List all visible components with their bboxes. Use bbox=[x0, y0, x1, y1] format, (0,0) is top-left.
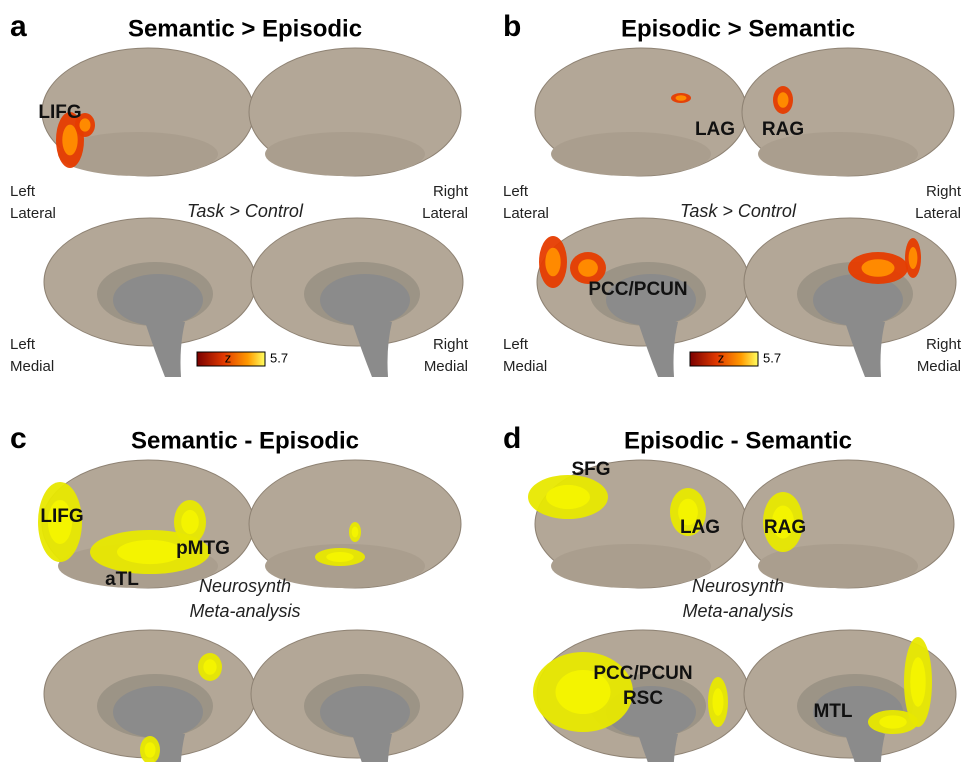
view-label: Right bbox=[433, 336, 469, 353]
region-label: PCC/PCUN bbox=[593, 663, 692, 684]
region-label: RAG bbox=[762, 119, 804, 140]
view-label: Left bbox=[503, 183, 529, 200]
activation-core bbox=[62, 125, 77, 156]
region-label: MTL bbox=[813, 701, 852, 722]
view-label: Left bbox=[503, 336, 529, 353]
colorbar-label: z bbox=[718, 350, 725, 365]
colorbar-label: z bbox=[225, 350, 232, 365]
subtitle: Meta-analysis bbox=[189, 601, 300, 621]
panel: b Episodic > Semantic LAG RAG PCC/PCUN Task >… bbox=[503, 10, 962, 377]
temporal-lobe bbox=[551, 132, 711, 176]
panel-title: Episodic - Semantic bbox=[624, 427, 852, 454]
activation-core bbox=[909, 247, 918, 269]
activation-core bbox=[203, 659, 216, 674]
activation-core bbox=[352, 527, 359, 538]
activation-core bbox=[145, 742, 156, 757]
activation-core bbox=[545, 248, 560, 277]
subtitle: Neurosynth bbox=[692, 576, 784, 596]
figure: a Semantic > Episodic LIFG Task > Control Le… bbox=[0, 0, 965, 762]
activation-core bbox=[713, 688, 724, 716]
view-label: Lateral bbox=[422, 205, 468, 222]
activation-core bbox=[546, 485, 590, 509]
region-label: PCC/PCUN bbox=[588, 279, 687, 300]
subtitle: Neurosynth bbox=[199, 576, 291, 596]
brainstem bbox=[638, 322, 678, 377]
view-label: Lateral bbox=[503, 205, 549, 222]
region-label: LIFG bbox=[40, 506, 83, 527]
view-label: Left bbox=[10, 336, 36, 353]
subtitle: Task > Control bbox=[187, 201, 304, 221]
region-label: RSC bbox=[623, 688, 663, 709]
subcortex bbox=[320, 686, 410, 738]
activation-core bbox=[910, 657, 925, 707]
colorbar-max: 5.7 bbox=[763, 350, 781, 365]
region-label: SFG bbox=[571, 459, 610, 480]
activation-core bbox=[879, 715, 907, 728]
subcortex bbox=[113, 274, 203, 326]
view-label: Medial bbox=[503, 358, 547, 375]
region-label: LAG bbox=[695, 119, 735, 140]
temporal-lobe bbox=[551, 544, 711, 588]
activation-core bbox=[326, 552, 354, 562]
colorbar-max: 5.7 bbox=[270, 350, 288, 365]
activation-core bbox=[181, 510, 199, 534]
panel-letter: d bbox=[503, 422, 521, 455]
subcortex bbox=[320, 274, 410, 326]
view-label: Medial bbox=[10, 358, 54, 375]
view-label: Lateral bbox=[915, 205, 961, 222]
activation-core bbox=[676, 95, 687, 101]
view-label: Medial bbox=[917, 358, 961, 375]
panel: a Semantic > Episodic LIFG Task > Control Le… bbox=[10, 10, 469, 377]
region-label: RAG bbox=[764, 517, 806, 538]
subtitle: Meta-analysis bbox=[682, 601, 793, 621]
view-label: Medial bbox=[424, 358, 468, 375]
brainstem bbox=[845, 322, 885, 377]
view-label: Lateral bbox=[10, 205, 56, 222]
panel-letter: b bbox=[503, 10, 521, 43]
temporal-lobe bbox=[265, 132, 425, 176]
panel-letter: c bbox=[10, 422, 27, 455]
panel-letter: a bbox=[10, 10, 27, 43]
activation-core bbox=[578, 259, 598, 277]
region-label: aTL bbox=[105, 569, 139, 590]
subcortex bbox=[113, 686, 203, 738]
view-label: Right bbox=[926, 336, 962, 353]
region-label: pMTG bbox=[176, 538, 230, 559]
view-label: Left bbox=[10, 183, 36, 200]
view-label: Right bbox=[433, 183, 469, 200]
panel: d Episodic - Semantic SFG LAG RAG PCC/PCUN RSC… bbox=[503, 422, 956, 762]
region-label: LAG bbox=[680, 517, 720, 538]
panel: c Semantic - Episodic LIFG pMTG aTL Neurosynt… bbox=[10, 422, 463, 762]
activation-core bbox=[862, 259, 895, 277]
panel-title: Episodic > Semantic bbox=[621, 15, 855, 42]
activation-core bbox=[117, 540, 183, 564]
view-label: Right bbox=[926, 183, 962, 200]
brainstem bbox=[145, 322, 185, 377]
panel-title: Semantic > Episodic bbox=[128, 15, 362, 42]
activation-core bbox=[778, 92, 789, 107]
brainstem bbox=[352, 322, 392, 377]
subtitle: Task > Control bbox=[680, 201, 797, 221]
panel-title: Semantic - Episodic bbox=[131, 427, 359, 454]
region-label: LIFG bbox=[38, 102, 81, 123]
